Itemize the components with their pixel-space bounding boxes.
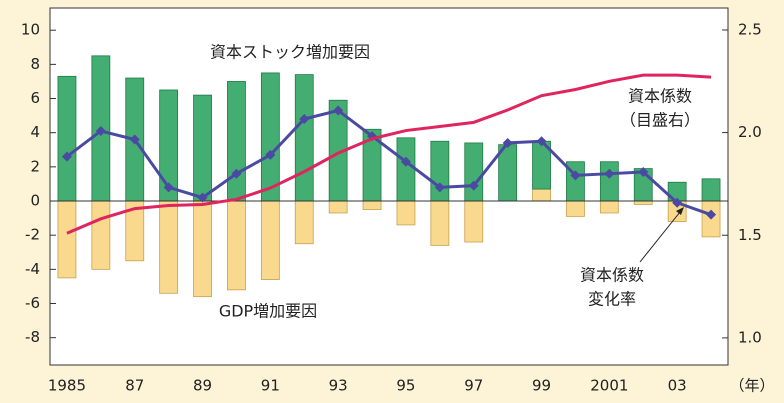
y-tick-label: -6 <box>25 294 40 312</box>
series-label: GDP増加要因 <box>219 302 317 321</box>
x-tick-label: 93 <box>329 377 348 395</box>
bar <box>532 188 551 202</box>
x-tick-label: 03 <box>668 377 687 395</box>
bar <box>193 200 212 298</box>
bar <box>396 200 416 226</box>
y2-tick-label: 1.5 <box>738 226 762 244</box>
x-tick-label: 95 <box>396 377 415 395</box>
bar <box>260 72 280 202</box>
bar <box>159 200 179 294</box>
y-tick-label: 0 <box>30 192 40 210</box>
plot-area <box>49 7 729 366</box>
series-label: 変化率 <box>588 290 636 309</box>
marker <box>468 180 479 191</box>
y2-tick-label: 2.5 <box>738 20 762 38</box>
bar <box>193 94 212 202</box>
x-tick-label: 91 <box>261 377 280 395</box>
y-tick-label: -8 <box>25 328 40 346</box>
bar <box>260 200 280 280</box>
marker <box>197 192 208 203</box>
y-tick-label: 6 <box>30 89 40 107</box>
marker <box>231 168 242 179</box>
y-tick-label: 8 <box>30 55 40 73</box>
marker <box>502 137 513 148</box>
marker <box>265 149 276 160</box>
series-label: 資本ストック増加要因 <box>210 43 370 62</box>
marker <box>400 156 411 167</box>
x-tick-label: 89 <box>193 377 212 395</box>
x-tick-label: 99 <box>532 377 551 395</box>
bar <box>633 200 653 205</box>
line <box>66 73 712 235</box>
bar <box>91 200 111 270</box>
y-tick-label: 2 <box>30 157 40 175</box>
bar <box>599 200 619 214</box>
marker <box>638 166 649 177</box>
marker <box>604 168 615 179</box>
series-label: （目盛右） <box>620 111 700 130</box>
bar <box>566 200 585 217</box>
bar <box>294 200 314 245</box>
bar <box>464 142 484 202</box>
y2-tick-label: 2.0 <box>738 123 762 141</box>
marker <box>61 151 72 162</box>
line <box>66 108 712 217</box>
bar <box>430 200 450 246</box>
x-tick-label: 87 <box>125 377 144 395</box>
series-label: 資本係数 <box>628 87 692 106</box>
y-tick-label: -2 <box>25 226 40 244</box>
y-tick-label: 10 <box>21 21 40 39</box>
x-tick-label: 1985 <box>48 377 86 395</box>
series-label: 資本係数 <box>580 266 644 285</box>
bar <box>57 75 77 202</box>
marker <box>129 134 140 145</box>
arrow <box>639 211 681 263</box>
bar <box>57 200 77 279</box>
x-axis-label: （年） <box>729 377 774 395</box>
marker <box>333 105 344 116</box>
bar <box>227 200 246 291</box>
bar <box>328 200 348 214</box>
bar <box>701 178 721 202</box>
y2-tick-label: 1.0 <box>738 328 762 346</box>
bar <box>464 200 484 243</box>
marker <box>299 114 310 125</box>
bar <box>396 137 416 202</box>
marker <box>536 136 547 147</box>
x-tick-label: 2001 <box>590 377 628 395</box>
marker <box>95 125 106 136</box>
arrow-head <box>676 207 684 215</box>
bar <box>227 81 246 202</box>
marker <box>570 170 581 181</box>
y-tick-label: -4 <box>25 260 40 278</box>
marker <box>163 182 174 193</box>
bar <box>294 74 314 202</box>
bar <box>599 161 619 202</box>
marker <box>672 197 683 208</box>
y-tick-label: 4 <box>30 123 40 141</box>
x-tick-label: 97 <box>464 377 483 395</box>
bar <box>362 200 382 210</box>
marker <box>706 209 717 220</box>
marker <box>434 182 445 193</box>
